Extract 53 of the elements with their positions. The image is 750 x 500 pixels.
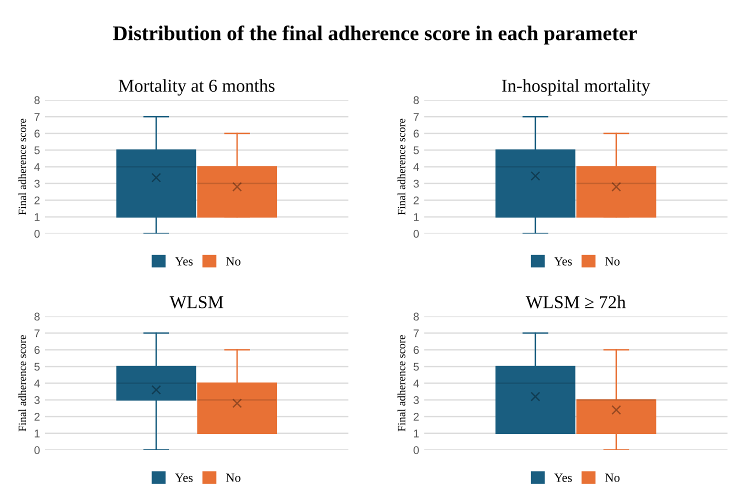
y-tick-label: 1 [34,213,40,221]
y-tick-label: 7 [34,329,40,338]
y-axis-title: Final adherence score [397,118,406,215]
legend-label: Yes [175,257,193,266]
y-tick-label: 4 [34,380,40,388]
y-tick-label: 5 [414,362,419,371]
y-tick-label: 7 [414,329,419,338]
y-tick-label: 1 [414,213,419,221]
y-tick-label: 2 [414,412,419,421]
y-tick-label: 3 [414,180,419,188]
y-tick-label: 7 [414,113,419,121]
y-tick-label: 8 [414,96,419,104]
y-tick-label: 6 [414,346,419,354]
y-tick-label: 8 [34,312,40,321]
y-tick-label: 2 [34,196,40,204]
y-axis-title: Final adherence score [397,335,406,432]
y-tick-label: 3 [414,396,419,404]
y-tick-label: 8 [34,96,40,104]
y-tick-label: 2 [34,412,40,421]
chart-title: WLSM ≥ 72h [526,296,626,308]
text: Distribution of the final adherence score in each parameter [113,25,637,45]
y-tick-label: 3 [34,396,40,404]
y-tick-label: 0 [414,230,419,238]
y-tick-label: 5 [34,146,40,154]
y-tick-label: 1 [414,430,419,438]
y-axis-title: Final adherence score [18,118,26,215]
y-tick-label: 6 [34,346,40,354]
y-tick-label: 6 [34,130,40,138]
y-tick-label: 8 [414,312,419,321]
y-tick-label: 0 [34,446,40,454]
y-tick-label: 0 [34,230,40,238]
y-tick-label: 7 [34,113,40,121]
legend-label: Yes [554,257,572,266]
legend-label: No [226,474,240,482]
y-tick-label: 0 [414,446,419,454]
y-tick-label: 5 [414,146,419,154]
y-tick-label: 6 [414,130,419,138]
legend-label: Yes [175,474,193,482]
chart-title: WLSM [170,296,224,308]
y-tick-label: 5 [34,362,40,371]
y-tick-label: 4 [413,380,419,388]
y-tick-label: 4 [413,163,419,171]
y-tick-label: 3 [34,180,40,188]
y-axis-title: Final adherence score [18,335,26,432]
legend-label: No [605,257,620,266]
legend-label: No [605,474,620,482]
chart-title: Mortality at 6 months [118,79,274,96]
legend-label: No [226,257,240,266]
y-tick-label: 1 [34,430,40,438]
chart-title: In-hospital mortality [502,79,650,96]
y-tick-label: 4 [34,163,40,171]
legend-label: Yes [554,474,572,482]
y-tick-label: 2 [414,196,419,204]
